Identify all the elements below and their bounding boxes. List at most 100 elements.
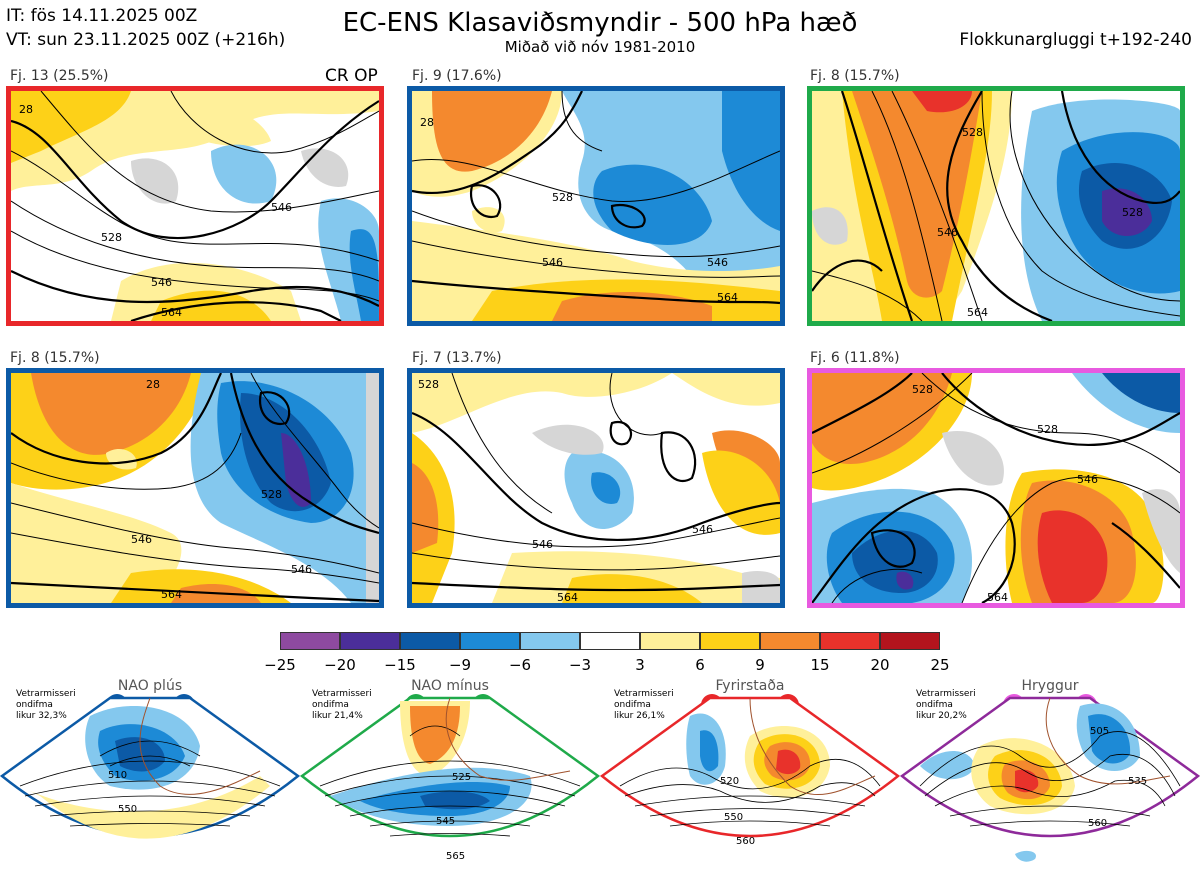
colorbar-cell [640, 632, 700, 650]
contour-label: 528 [101, 231, 122, 244]
contour-label: 528 [261, 488, 282, 501]
contour-label: 564 [557, 591, 578, 603]
colorbar-cell [700, 632, 760, 650]
header-run-info: IT: fös 14.11.2025 00Z VT: sun 23.11.202… [6, 4, 285, 52]
regime-map-nao-minus: 525 545 565 [300, 676, 600, 871]
colorbar-tick: −9 [448, 656, 472, 674]
colorbar-cell [520, 632, 580, 650]
regime-map-nao-plus: 510 550 [0, 676, 300, 871]
regime-note-ridge: Vetrarmisseri ondifma likur 20,2% [916, 689, 976, 721]
page-title: EC-ENS Klasaviðsmyndir - 500 hPa hæð [342, 8, 858, 38]
regime-map-blocking: 520 550 560 [600, 676, 900, 871]
colorbar-cell [280, 632, 340, 650]
contour-label: 546 [542, 256, 563, 269]
colorbar-tick: 20 [870, 656, 890, 674]
regime-map-blocking-graphic: 520 550 560 [600, 696, 900, 847]
regime-map-nao-minus-graphic: 525 545 565 [300, 696, 600, 862]
cluster-label-6: Fj. 6 (11.8%) [810, 350, 900, 366]
contour-label: 564 [161, 588, 182, 601]
contour-label: 546 [1077, 473, 1098, 486]
contour-label: 528 [552, 191, 573, 204]
regime-contour: 525 [452, 772, 471, 783]
contour-label: 546 [692, 523, 713, 536]
cluster-label-2: Fj. 9 (17.6%) [412, 68, 502, 84]
cluster-label-4: Fj. 8 (15.7%) [10, 350, 100, 366]
cluster-map-5: 528 546 564 546 [407, 368, 785, 608]
contour-label: 528 [962, 126, 983, 139]
regime-name-nao-minus: NAO mínus [411, 678, 489, 694]
valid-time: VT: sun 23.11.2025 00Z (+216h) [6, 30, 286, 50]
colorbar-tick: −15 [384, 656, 416, 674]
regime-note-nao-plus: Vetrarmisseri ondifma likur 32,3% [16, 689, 76, 721]
regime-contour: 535 [1128, 776, 1147, 787]
cluster-label-1: Fj. 13 (25.5%) [10, 68, 109, 84]
colorbar-tick: −3 [568, 656, 592, 674]
classification-window: Flokkunargluggi t+192-240 [959, 30, 1192, 50]
contour-label: 546 [532, 538, 553, 551]
colorbar-cell [340, 632, 400, 650]
contour-label: 28 [146, 378, 160, 391]
colorbar-cell [880, 632, 940, 650]
cluster-map-1: 28 528 546 564 546 [6, 86, 384, 326]
regime-map-ridge-graphic: 505 535 560 [900, 696, 1200, 862]
contour-label: 546 [937, 226, 958, 239]
colorbar-tick: −6 [508, 656, 532, 674]
regime-note-nao-minus: Vetrarmisseri ondifma likur 21,4% [312, 689, 372, 721]
contour-label: 546 [271, 201, 292, 214]
init-time: IT: fös 14.11.2025 00Z [6, 6, 198, 26]
regime-contour: 520 [720, 776, 739, 787]
cluster-map-2-graphic: 28 528 546 564 546 [412, 91, 780, 321]
colorbar-tick: 25 [930, 656, 950, 674]
colorbar-tick: 6 [695, 656, 705, 674]
contour-label: 528 [418, 378, 439, 391]
regime-name-nao-plus: NAO plús [117, 678, 183, 694]
contour-label: 564 [967, 306, 988, 319]
cluster-extra-label: CR OP [325, 66, 378, 86]
regime-note-blocking: Vetrarmisseri ondifma likur 26,1% [614, 689, 674, 721]
regime-contour: 505 [1090, 726, 1109, 737]
regime-name-ridge: Hryggur [1021, 678, 1079, 694]
colorbar-tick: 3 [635, 656, 645, 674]
colorbar-tick: 15 [810, 656, 830, 674]
contour-label: 528 [1037, 423, 1058, 436]
cluster-label-5: Fj. 7 (13.7%) [412, 350, 502, 366]
contour-label: 28 [420, 116, 434, 129]
cluster-map-1-graphic: 28 528 546 564 546 [11, 91, 379, 321]
colorbar-tick: −20 [324, 656, 356, 674]
contour-label: 528 [1122, 206, 1143, 219]
regime-map-nao-plus-graphic: 510 550 [0, 696, 300, 839]
cluster-map-3-graphic: 528 546 528 564 [812, 91, 1180, 321]
regime-contour: 550 [118, 804, 137, 815]
regime-contour: 510 [108, 770, 127, 781]
cluster-label-3: Fj. 8 (15.7%) [810, 68, 900, 84]
contour-label: 564 [987, 591, 1008, 603]
colorbar-tick: −25 [264, 656, 296, 674]
regime-contour: 565 [446, 851, 465, 862]
contour-label: 546 [707, 256, 728, 269]
colorbar-cell [400, 632, 460, 650]
page-subtitle: Miðað við nóv 1981-2010 [504, 38, 696, 56]
colorbar-cell [760, 632, 820, 650]
contour-label: 546 [151, 276, 172, 289]
regime-map-ridge: 505 535 560 [900, 676, 1200, 871]
cluster-map-6: 528 546 564 528 [807, 368, 1185, 608]
cluster-map-5-graphic: 528 546 564 546 [412, 373, 780, 603]
cluster-map-4: 28 528 546 564 546 [6, 368, 384, 608]
contour-label: 528 [912, 383, 933, 396]
regime-contour: 545 [436, 816, 455, 827]
cluster-map-3: 528 546 528 564 [807, 86, 1185, 326]
cluster-map-2: 28 528 546 564 546 [407, 86, 785, 326]
colorbar-cell [820, 632, 880, 650]
regime-contour: 560 [1088, 818, 1107, 829]
colorbar-cell [580, 632, 640, 650]
contour-label: 28 [19, 103, 33, 116]
colorbar-tick: 9 [755, 656, 765, 674]
regime-name-blocking: Fyrirstaða [715, 678, 785, 694]
regime-contour: 550 [724, 812, 743, 823]
regime-contour: 560 [736, 836, 755, 847]
cluster-map-4-graphic: 28 528 546 564 546 [11, 373, 379, 603]
colorbar-cell [460, 632, 520, 650]
contour-label: 564 [161, 306, 182, 319]
contour-label: 564 [717, 291, 738, 304]
contour-label: 546 [291, 563, 312, 576]
